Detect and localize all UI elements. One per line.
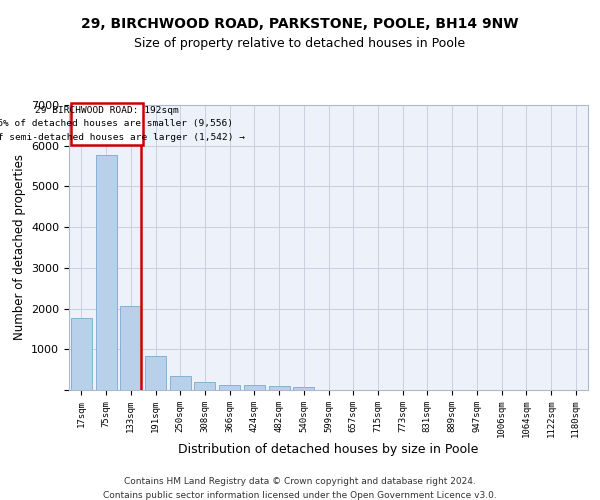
Text: 29 BIRCHWOOD ROAD: 192sqm
← 86% of detached houses are smaller (9,556)
14% of se: 29 BIRCHWOOD ROAD: 192sqm ← 86% of detac…	[0, 106, 245, 142]
Text: Contains HM Land Registry data © Crown copyright and database right 2024.: Contains HM Land Registry data © Crown c…	[124, 478, 476, 486]
Bar	[244, 386, 265, 390]
Y-axis label: Number of detached properties: Number of detached properties	[13, 154, 26, 340]
Bar	[170, 376, 191, 390]
Bar	[145, 356, 166, 390]
Text: 29, BIRCHWOOD ROAD, PARKSTONE, POOLE, BH14 9NW: 29, BIRCHWOOD ROAD, PARKSTONE, POOLE, BH…	[81, 18, 519, 32]
Text: Size of property relative to detached houses in Poole: Size of property relative to detached ho…	[134, 38, 466, 51]
Bar	[95, 154, 116, 390]
Bar	[293, 387, 314, 390]
Bar	[71, 103, 143, 145]
Text: Contains public sector information licensed under the Open Government Licence v3: Contains public sector information licen…	[103, 491, 497, 500]
Bar	[269, 386, 290, 390]
Bar	[71, 318, 92, 390]
X-axis label: Distribution of detached houses by size in Poole: Distribution of detached houses by size …	[178, 443, 479, 456]
Bar	[194, 382, 215, 390]
Bar	[219, 385, 240, 390]
Bar	[120, 306, 141, 390]
